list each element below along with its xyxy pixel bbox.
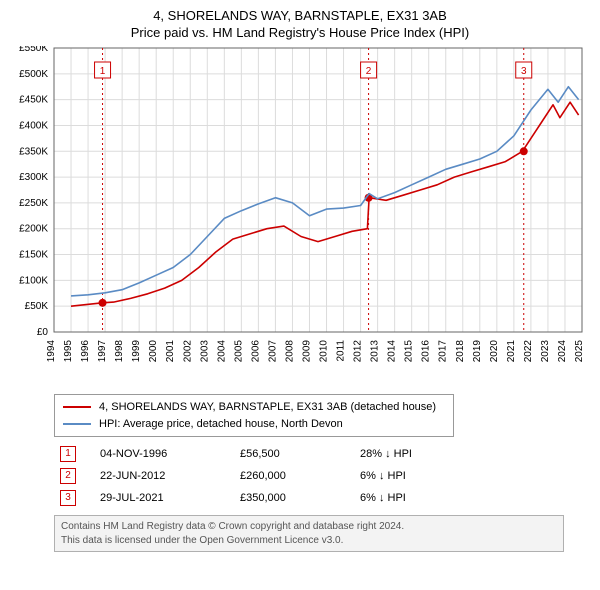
svg-text:£450K: £450K: [19, 95, 48, 106]
legend-label: 4, SHORELANDS WAY, BARNSTAPLE, EX31 3AB …: [99, 399, 436, 416]
svg-text:2022: 2022: [523, 340, 534, 363]
svg-text:2003: 2003: [199, 340, 210, 363]
svg-text:2018: 2018: [455, 340, 466, 363]
svg-text:2013: 2013: [370, 340, 381, 363]
svg-text:1999: 1999: [131, 340, 142, 363]
title-main: 4, SHORELANDS WAY, BARNSTAPLE, EX31 3AB: [10, 8, 590, 23]
svg-text:2019: 2019: [472, 340, 483, 363]
svg-text:2009: 2009: [301, 340, 312, 363]
svg-text:1998: 1998: [114, 340, 125, 363]
event-row: 2 22-JUN-2012£260,0006% ↓ HPI: [54, 465, 554, 487]
attribution-line: This data is licensed under the Open Gov…: [61, 534, 557, 548]
svg-text:£0: £0: [37, 327, 49, 338]
svg-text:£300K: £300K: [19, 172, 48, 183]
svg-text:2005: 2005: [233, 340, 244, 363]
svg-text:£100K: £100K: [19, 275, 48, 286]
svg-text:2: 2: [366, 66, 372, 77]
svg-text:2023: 2023: [540, 340, 551, 363]
svg-text:2025: 2025: [574, 340, 585, 363]
svg-text:£400K: £400K: [19, 120, 48, 131]
legend-label: HPI: Average price, detached house, Nort…: [99, 416, 343, 433]
legend-box: 4, SHORELANDS WAY, BARNSTAPLE, EX31 3AB …: [54, 394, 454, 437]
event-marker: 1: [60, 446, 76, 462]
legend-swatch-price-paid: [63, 406, 91, 408]
plot-area: £0 £50K £100K £150K £200K £250K £300K £350K £400…: [10, 46, 590, 386]
svg-text:2014: 2014: [387, 340, 398, 363]
event-date: 22-JUN-2012: [94, 465, 234, 487]
chart-titles: 4, SHORELANDS WAY, BARNSTAPLE, EX31 3AB …: [10, 8, 590, 40]
svg-text:2012: 2012: [353, 340, 364, 363]
svg-text:2007: 2007: [267, 340, 278, 363]
svg-text:£500K: £500K: [19, 69, 48, 80]
event-price: £260,000: [234, 465, 354, 487]
svg-text:2006: 2006: [250, 340, 261, 363]
event-row: 1 04-NOV-1996£56,50028% ↓ HPI: [54, 443, 554, 465]
chart-container: 4, SHORELANDS WAY, BARNSTAPLE, EX31 3AB …: [0, 0, 600, 558]
event-delta: 28% ↓ HPI: [354, 443, 554, 465]
title-sub: Price paid vs. HM Land Registry's House …: [10, 25, 590, 40]
svg-text:2017: 2017: [438, 340, 449, 363]
svg-text:2021: 2021: [506, 340, 517, 363]
svg-text:2004: 2004: [216, 340, 227, 363]
attribution-box: Contains HM Land Registry data © Crown c…: [54, 515, 564, 552]
svg-text:£350K: £350K: [19, 146, 48, 157]
event-price: £350,000: [234, 487, 354, 509]
svg-text:£200K: £200K: [19, 224, 48, 235]
svg-text:2024: 2024: [557, 340, 568, 363]
svg-text:£150K: £150K: [19, 250, 48, 261]
svg-text:2001: 2001: [165, 340, 176, 363]
svg-text:1996: 1996: [80, 340, 91, 363]
svg-text:2015: 2015: [404, 340, 415, 363]
svg-text:2020: 2020: [489, 340, 500, 363]
event-delta: 6% ↓ HPI: [354, 487, 554, 509]
events-table: 1 04-NOV-1996£56,50028% ↓ HPI 2 22-JUN-2012…: [54, 443, 554, 509]
svg-text:1994: 1994: [46, 340, 57, 363]
event-price: £56,500: [234, 443, 354, 465]
svg-text:2010: 2010: [319, 340, 330, 363]
svg-text:2011: 2011: [336, 340, 347, 362]
svg-text:2000: 2000: [148, 340, 159, 363]
legend-item-price-paid: 4, SHORELANDS WAY, BARNSTAPLE, EX31 3AB …: [63, 399, 445, 416]
event-date: 29-JUL-2021: [94, 487, 234, 509]
svg-text:3: 3: [521, 66, 527, 77]
svg-text:2002: 2002: [182, 340, 193, 363]
attribution-line: Contains HM Land Registry data © Crown c…: [61, 520, 557, 534]
chart-svg: £0 £50K £100K £150K £200K £250K £300K £350K £400…: [10, 46, 590, 386]
svg-text:£550K: £550K: [19, 46, 48, 54]
legend-swatch-hpi: [63, 423, 91, 425]
event-marker: 3: [60, 490, 76, 506]
event-marker: 2: [60, 468, 76, 484]
event-delta: 6% ↓ HPI: [354, 465, 554, 487]
svg-text:2016: 2016: [421, 340, 432, 363]
legend-item-hpi: HPI: Average price, detached house, Nort…: [63, 416, 445, 433]
event-row: 3 29-JUL-2021£350,0006% ↓ HPI: [54, 487, 554, 509]
event-date: 04-NOV-1996: [94, 443, 234, 465]
svg-text:1995: 1995: [63, 340, 74, 363]
svg-text:1997: 1997: [97, 340, 108, 363]
svg-text:£50K: £50K: [25, 301, 49, 312]
svg-text:2008: 2008: [284, 340, 295, 363]
svg-text:1: 1: [100, 66, 106, 77]
svg-text:£250K: £250K: [19, 198, 48, 209]
